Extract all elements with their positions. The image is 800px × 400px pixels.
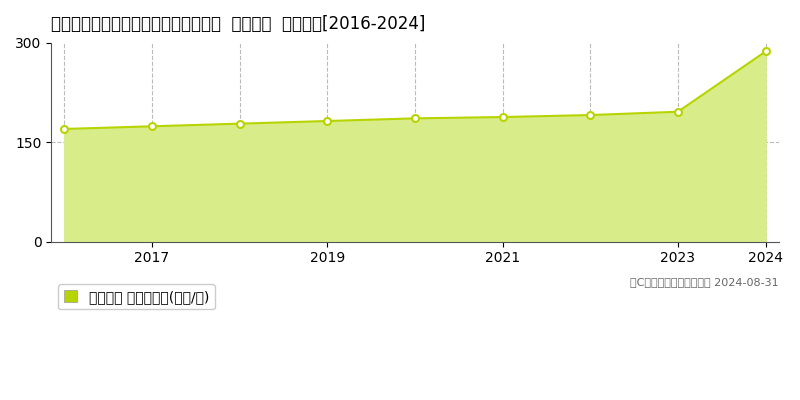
Text: （C）土地価格ドットコム 2024-08-31: （C）土地価格ドットコム 2024-08-31 — [630, 277, 778, 287]
Legend: 地価公示 平均嵪単価(万円/嵪): 地価公示 平均嵪単価(万円/嵪) — [58, 284, 214, 309]
Text: 東京都目黒区大岡山１丁目８６番１８  地価公示  地価推移[2016-2024]: 東京都目黒区大岡山１丁目８６番１８ 地価公示 地価推移[2016-2024] — [51, 15, 426, 33]
